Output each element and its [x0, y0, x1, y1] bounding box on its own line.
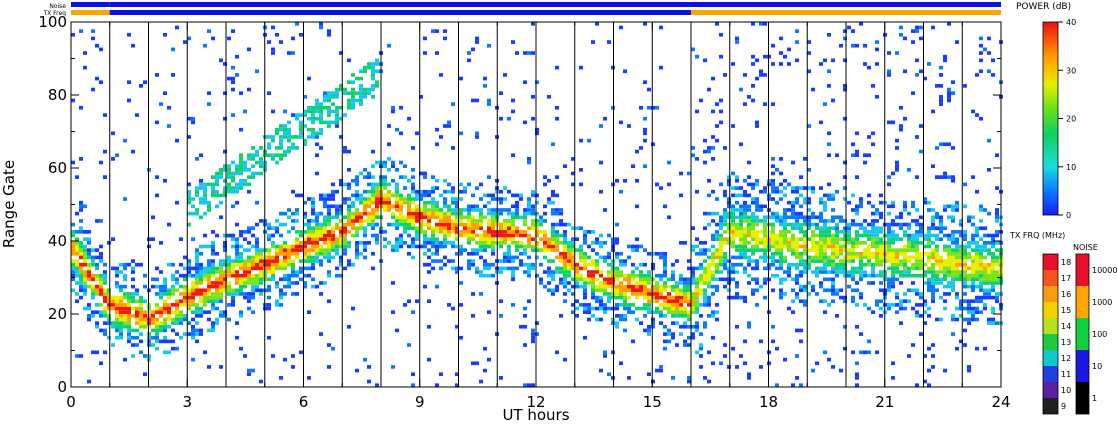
- noise-bar-segment: [691, 2, 1001, 7]
- txfreq-colorbar-label: 17: [1061, 274, 1071, 283]
- power-heatmap: [71, 22, 1003, 387]
- txfreq-colorbar-swatch: [1043, 350, 1058, 366]
- x-tick-label: 0: [66, 393, 76, 411]
- txfreq-colorbar-swatch: [1043, 270, 1058, 286]
- y-tick-label: 80: [48, 86, 67, 104]
- noise-colorbar-label: 1: [1092, 394, 1097, 403]
- y-tick-label: 0: [57, 378, 67, 396]
- txfreq-colorbar: 18 17 16 15 14 13 12 11 10 9: [1042, 253, 1071, 415]
- x-tick-label: 9: [415, 393, 425, 411]
- txfreq-colorbar-swatch: [1043, 302, 1058, 318]
- noise-colorbar-title: NOISE: [1073, 243, 1098, 252]
- txfreq-colorbar-label: 16: [1061, 290, 1071, 299]
- power-colorbar-tick-label: 10: [1066, 163, 1076, 172]
- txfreq-colorbar-label: 12: [1061, 354, 1071, 363]
- noise-colorbar-swatch: [1076, 382, 1089, 414]
- txfreq-bar-segment: [109, 10, 691, 15]
- power-colorbar-title: POWER (dB): [1016, 2, 1071, 12]
- txfreq-colorbar-swatch: [1043, 334, 1058, 350]
- x-tick-label: 21: [875, 393, 894, 411]
- noise-colorbar-label: 10: [1092, 362, 1102, 371]
- noise-colorbar-swatch: [1076, 254, 1089, 286]
- txfreq-colorbar-title: TX FRQ (MHz): [1009, 231, 1065, 240]
- noise-colorbar-label: 100: [1092, 330, 1107, 339]
- noise-colorbar-swatch: [1076, 318, 1089, 350]
- noise-colorbar-label: 1000: [1092, 298, 1112, 307]
- power-colorbar-tick-label: 20: [1066, 115, 1076, 124]
- noise-colorbar: 10000 1000 100 10 1: [1075, 253, 1117, 415]
- noise-bar-segment: [109, 2, 691, 7]
- noise-colorbar-swatch: [1076, 286, 1089, 318]
- power-colorbar-tick-label: 0: [1066, 211, 1071, 220]
- y-tick-label: 60: [48, 159, 67, 177]
- y-axis-ticks: 0 20 40 60 80 100: [38, 13, 1001, 396]
- x-tick-label: 24: [991, 393, 1010, 411]
- txfreq-colorbar-swatch: [1043, 366, 1058, 382]
- y-tick-label: 100: [38, 13, 67, 31]
- x-tick-label: 12: [526, 393, 545, 411]
- txfreq-colorbar-swatch: [1043, 398, 1058, 414]
- x-tick-label: 3: [182, 393, 192, 411]
- txfreq-colorbar-label: 18: [1061, 258, 1071, 267]
- txfreq-bar-segment: [691, 10, 1001, 15]
- txfreq-colorbar-label: 15: [1061, 306, 1071, 315]
- scan-boundary-lines: [109, 22, 963, 387]
- txfreq-colorbar-label: 11: [1061, 370, 1071, 379]
- txfreq-colorbar-swatch: [1043, 254, 1058, 270]
- txfreq-colorbar-swatch: [1043, 286, 1058, 302]
- x-tick-label: 6: [299, 393, 309, 411]
- noise-colorbar-label: 10000: [1092, 266, 1117, 275]
- y-tick-label: 20: [48, 305, 67, 323]
- power-colorbar: [1042, 21, 1059, 216]
- txfreq-colorbar-label: 9: [1061, 402, 1066, 411]
- txfreq-colorbar-label: 14: [1061, 322, 1071, 331]
- power-colorbar-tick-label: 40: [1066, 18, 1076, 27]
- x-tick-label: 18: [759, 393, 778, 411]
- power-colorbar-ticks: 40 30 20 10 0: [1058, 18, 1076, 220]
- header-status-bars: [71, 2, 1001, 15]
- x-axis-label: UT hours: [502, 406, 569, 424]
- noise-bar-segment: [71, 2, 110, 7]
- txfreq-colorbar-swatch: [1043, 318, 1058, 334]
- txfreq-bar-segment: [71, 10, 110, 15]
- txfreq-bar-label: TX Freq: [42, 10, 66, 17]
- noise-bar-label: Noise: [49, 3, 66, 10]
- txfreq-colorbar-label: 10: [1061, 386, 1071, 395]
- y-axis-label: Range Gate: [0, 160, 18, 248]
- x-tick-label: 15: [643, 393, 662, 411]
- power-colorbar-tick-label: 30: [1066, 66, 1076, 75]
- y-tick-label: 40: [48, 232, 67, 250]
- txfreq-colorbar-label: 13: [1061, 338, 1071, 347]
- txfreq-colorbar-swatch: [1043, 382, 1058, 398]
- noise-colorbar-swatch: [1076, 350, 1089, 382]
- x-axis-ticks: 0 3 6 9 12 15 18 21 24: [66, 22, 1011, 411]
